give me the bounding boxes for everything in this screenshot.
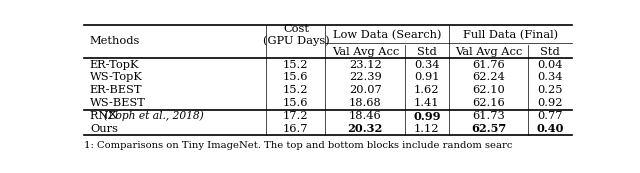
Text: WS-BEST: WS-BEST — [90, 98, 146, 108]
Text: 18.46: 18.46 — [349, 111, 381, 121]
Text: 18.68: 18.68 — [349, 98, 381, 108]
Text: 1.62: 1.62 — [414, 85, 440, 95]
Text: 0.34: 0.34 — [538, 72, 563, 83]
Text: Val Avg Acc: Val Avg Acc — [332, 47, 399, 57]
Text: RNN: RNN — [90, 111, 120, 121]
Text: 0.25: 0.25 — [538, 85, 563, 95]
Text: 0.91: 0.91 — [414, 72, 440, 83]
Text: 1.41: 1.41 — [414, 98, 440, 108]
Text: Ours: Ours — [90, 124, 118, 134]
Text: 62.10: 62.10 — [472, 85, 505, 95]
Text: Std: Std — [417, 47, 436, 57]
Text: 1.12: 1.12 — [414, 124, 440, 134]
Text: 61.73: 61.73 — [472, 111, 505, 121]
Text: 61.76: 61.76 — [472, 60, 505, 70]
Text: 0.34: 0.34 — [414, 60, 440, 70]
Text: 15.2: 15.2 — [283, 85, 308, 95]
Text: 0.77: 0.77 — [538, 111, 563, 121]
Text: 62.16: 62.16 — [472, 98, 505, 108]
Text: 22.39: 22.39 — [349, 72, 381, 83]
Text: 23.12: 23.12 — [349, 60, 381, 70]
Text: (Zoph et al., 2018): (Zoph et al., 2018) — [104, 111, 204, 121]
Text: Std: Std — [540, 47, 560, 57]
Text: 17.2: 17.2 — [283, 111, 308, 121]
Text: Cost
(GPU Days): Cost (GPU Days) — [262, 24, 329, 46]
Text: 0.92: 0.92 — [538, 98, 563, 108]
Text: 0.40: 0.40 — [536, 123, 564, 134]
Text: WS-TopK: WS-TopK — [90, 72, 143, 83]
Text: 20.07: 20.07 — [349, 85, 381, 95]
Text: ER-BEST: ER-BEST — [90, 85, 143, 95]
Text: Full Data (Final): Full Data (Final) — [463, 30, 558, 40]
Text: 62.57: 62.57 — [471, 123, 506, 134]
Text: 20.32: 20.32 — [348, 123, 383, 134]
Text: 1: Comparisons on Tiny ImageNet. The top and bottom blocks include random searc: 1: Comparisons on Tiny ImageNet. The top… — [84, 141, 513, 150]
Text: 16.7: 16.7 — [283, 124, 308, 134]
Text: Val Avg Acc: Val Avg Acc — [455, 47, 522, 57]
Text: Methods: Methods — [90, 37, 140, 47]
Text: Low Data (Search): Low Data (Search) — [333, 30, 442, 40]
Text: 0.04: 0.04 — [538, 60, 563, 70]
Text: ER-TopK: ER-TopK — [90, 60, 140, 70]
Text: 62.24: 62.24 — [472, 72, 505, 83]
Text: 15.2: 15.2 — [283, 60, 308, 70]
Text: 15.6: 15.6 — [283, 98, 308, 108]
Text: 0.99: 0.99 — [413, 111, 441, 122]
Text: 15.6: 15.6 — [283, 72, 308, 83]
